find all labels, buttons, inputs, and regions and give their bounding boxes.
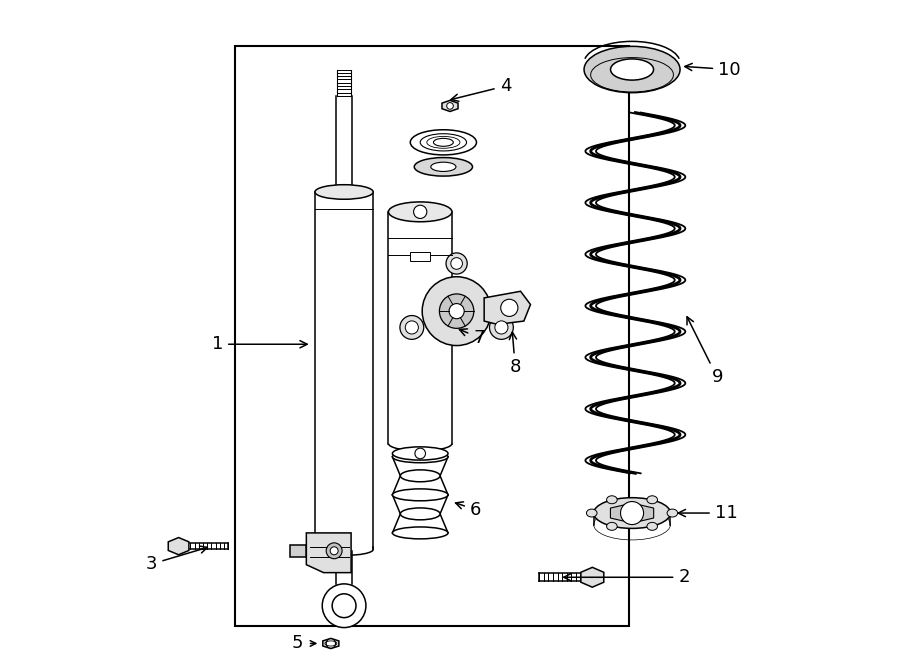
Text: 9: 9	[687, 317, 723, 387]
Text: 5: 5	[292, 634, 303, 653]
Text: 6: 6	[455, 500, 482, 519]
Ellipse shape	[594, 498, 670, 528]
Circle shape	[490, 316, 513, 340]
Polygon shape	[610, 503, 653, 523]
Polygon shape	[168, 538, 189, 555]
Text: 8: 8	[509, 332, 521, 377]
Circle shape	[326, 639, 336, 648]
Ellipse shape	[392, 527, 448, 539]
Ellipse shape	[420, 134, 466, 151]
Bar	[389, 212, 451, 444]
Ellipse shape	[400, 508, 440, 520]
Circle shape	[322, 584, 366, 628]
Text: 7: 7	[459, 328, 485, 347]
Ellipse shape	[414, 158, 472, 176]
Ellipse shape	[389, 202, 452, 222]
Polygon shape	[580, 567, 604, 587]
Ellipse shape	[647, 496, 658, 504]
Ellipse shape	[667, 509, 678, 517]
Circle shape	[330, 547, 338, 555]
Polygon shape	[442, 101, 458, 111]
Ellipse shape	[647, 522, 658, 530]
Ellipse shape	[410, 130, 476, 155]
Circle shape	[620, 502, 643, 524]
Text: 11: 11	[679, 504, 738, 522]
Polygon shape	[290, 545, 306, 557]
Circle shape	[495, 321, 508, 334]
Ellipse shape	[392, 489, 448, 501]
Circle shape	[449, 304, 464, 318]
Circle shape	[446, 253, 467, 274]
Ellipse shape	[392, 447, 448, 460]
Polygon shape	[306, 533, 351, 573]
Circle shape	[326, 543, 342, 559]
Bar	[336, 96, 352, 192]
Bar	[336, 549, 352, 596]
Ellipse shape	[587, 509, 597, 517]
Circle shape	[414, 205, 427, 218]
Ellipse shape	[607, 522, 617, 530]
Text: 3: 3	[146, 546, 207, 573]
Bar	[235, 46, 629, 626]
Text: 4: 4	[451, 77, 511, 101]
Circle shape	[446, 103, 454, 109]
Text: 10: 10	[685, 60, 741, 79]
Circle shape	[415, 448, 426, 459]
Text: 1: 1	[212, 335, 307, 354]
Polygon shape	[484, 291, 530, 324]
Circle shape	[422, 277, 491, 346]
Ellipse shape	[392, 451, 448, 463]
Ellipse shape	[434, 138, 454, 146]
Ellipse shape	[584, 46, 680, 93]
Circle shape	[332, 594, 356, 618]
Bar	[410, 252, 430, 261]
Ellipse shape	[315, 185, 374, 199]
Text: 2: 2	[563, 568, 690, 587]
Ellipse shape	[400, 470, 440, 482]
Circle shape	[500, 299, 518, 316]
Polygon shape	[323, 638, 339, 649]
Ellipse shape	[431, 162, 456, 171]
Ellipse shape	[610, 59, 653, 80]
Bar	[316, 192, 373, 549]
Circle shape	[400, 316, 424, 340]
Ellipse shape	[607, 496, 617, 504]
Circle shape	[451, 258, 463, 269]
Circle shape	[439, 294, 473, 328]
Circle shape	[405, 321, 418, 334]
